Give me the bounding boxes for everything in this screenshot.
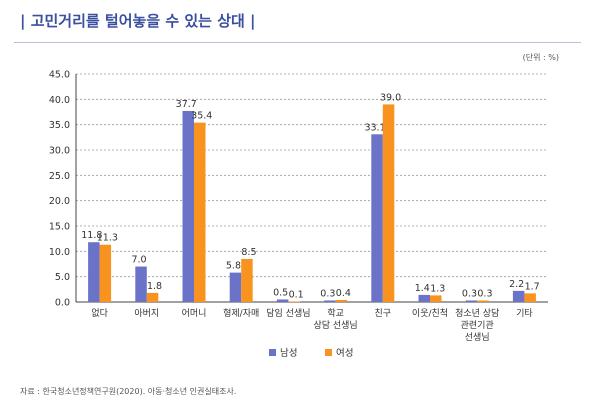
x-tick-label: 이웃/친척 (412, 308, 448, 319)
bar-female (194, 122, 206, 302)
bar-female (146, 292, 159, 302)
data-label: 33.1 (364, 122, 385, 133)
legend-label-female: 여성 (336, 347, 353, 359)
y-tick-label: 10.0 (49, 247, 70, 258)
bar-female (335, 299, 348, 302)
bar-male (324, 300, 336, 302)
x-tick-label: 없다 (91, 308, 108, 319)
bar-female (524, 293, 536, 302)
bar-female (430, 295, 442, 302)
y-tick-label: 45.0 (49, 70, 70, 81)
bar-male (276, 299, 289, 302)
data-label: 11.3 (97, 233, 118, 244)
data-label: 11.8 (81, 230, 102, 241)
x-tick-label: 관련기관 (461, 320, 494, 331)
data-label: 0.1 (289, 289, 304, 300)
bar-male (371, 134, 383, 302)
bar-male (418, 294, 430, 302)
y-tick-label: 35.0 (49, 120, 70, 131)
x-tick-label: 형제/자매 (223, 308, 259, 319)
bar-male (465, 300, 478, 302)
data-label: 0.3 (320, 288, 335, 299)
x-tick-label: 친구 (375, 308, 392, 319)
bar-female (99, 244, 112, 302)
y-tick-label: 0.0 (55, 298, 70, 309)
data-label: 2.2 (509, 279, 524, 290)
y-tick-label: 40.0 (49, 95, 70, 106)
unit-label: (단위 : %) (522, 53, 559, 62)
data-label: 0.3 (477, 288, 492, 299)
bar-female (477, 300, 489, 302)
bar-female (241, 258, 253, 302)
x-tick-label: 기타 (516, 308, 533, 319)
x-tick-label: 학교 (327, 308, 344, 319)
x-tick-label: 선생님 (465, 332, 490, 343)
legend-swatch-female (325, 349, 332, 356)
bar-male (135, 266, 147, 302)
data-label: 35.4 (191, 111, 212, 122)
x-tick-label: 어머니 (182, 308, 207, 319)
x-tick-label: 담임 선생님 (266, 307, 310, 319)
data-label: 7.0 (131, 255, 146, 266)
y-tick-label: 25.0 (49, 171, 70, 182)
x-tick-label: 청소년 상담 (455, 307, 499, 319)
legend-label-male: 남성 (280, 348, 297, 359)
source-note: 자료 : 한국청소년정책연구원(2020). 아동·청소년 인권실태조사. (20, 387, 237, 396)
legend-swatch-male (269, 349, 276, 356)
data-label: 8.5 (241, 247, 256, 258)
y-tick-label: 30.0 (49, 146, 70, 157)
bar-female (382, 104, 395, 303)
x-tick-label: 아버지 (134, 308, 159, 319)
data-label: 0.5 (273, 287, 288, 298)
bar-male (88, 242, 100, 302)
y-tick-label: 15.0 (49, 222, 70, 233)
page-title: | 고민거리를 털어놓을 수 있는 상대 | (20, 12, 256, 30)
bar-female (288, 301, 300, 303)
y-tick-label: 20.0 (49, 196, 70, 207)
data-label: 37.7 (176, 99, 197, 110)
bar-male (512, 290, 525, 302)
data-label: 1.3 (430, 283, 445, 294)
y-tick-label: 5.0 (55, 272, 70, 283)
data-label: 5.8 (226, 261, 241, 272)
title-divider (14, 42, 581, 43)
data-label: 1.7 (525, 281, 540, 292)
bar-male (182, 110, 194, 302)
x-tick-label: 상담 선생님 (313, 319, 357, 331)
data-label: 1.4 (415, 283, 430, 294)
data-label: 0.3 (462, 288, 477, 299)
data-label: 0.4 (336, 288, 351, 299)
data-label: 39.0 (380, 92, 401, 103)
bar-male (229, 272, 242, 302)
data-label: 1.8 (147, 281, 162, 292)
